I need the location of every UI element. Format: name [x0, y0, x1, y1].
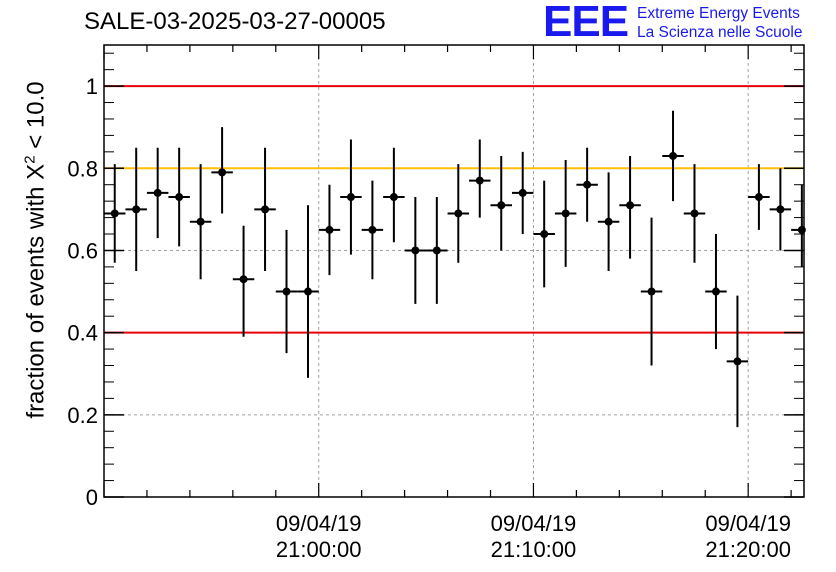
data-point: [261, 205, 270, 214]
y-axis-label-suffix: < 10.0: [22, 81, 50, 156]
data-point-group: [318, 184, 341, 276]
y-axis-label: fraction of events with X2 < 10.0: [22, 81, 51, 418]
data-point: [196, 217, 205, 226]
data-point-group: [125, 147, 147, 271]
x-tick-label-date: 09/04/19: [276, 511, 362, 536]
y-axis-label-sup: 2: [21, 155, 39, 164]
data-point: [475, 176, 484, 185]
data-point-group: [146, 147, 169, 239]
y-tick-label: 0.4: [67, 321, 98, 346]
data-point: [346, 193, 355, 202]
run-title: SALE-03-2025-03-27-00005: [84, 8, 386, 35]
data-point-group: [404, 197, 427, 304]
data-point: [282, 287, 291, 296]
data-point: [389, 193, 398, 202]
y-axis-label-prefix: fraction of events with X: [22, 163, 50, 419]
data-point: [303, 287, 312, 296]
plot-frame: [103, 44, 805, 498]
y-tick-label: 0: [86, 485, 98, 510]
x-tick-label-time: 21:00:00: [276, 537, 362, 562]
data-point: [540, 230, 549, 239]
data-point: [669, 151, 678, 160]
data-point: [153, 188, 162, 197]
data-point: [432, 246, 441, 255]
x-tick-label-time: 21:10:00: [491, 537, 577, 562]
data-point-group: [511, 151, 534, 235]
data-point-group: [189, 164, 212, 280]
data-point-group: [447, 164, 470, 263]
y-tick-label: 0.8: [67, 156, 98, 181]
logo-line-1: Extreme Energy Events: [637, 5, 800, 22]
logo-text: Extreme Energy Events La Scienza nelle S…: [637, 4, 802, 42]
data-point-group: [640, 217, 663, 366]
data-point-group: [469, 139, 491, 218]
data-point: [776, 205, 785, 214]
data-point-group: [104, 164, 126, 263]
data-point-group: [533, 180, 555, 288]
data-point: [218, 168, 227, 177]
grid-lines: [104, 45, 804, 497]
y-tick-label: 0.6: [67, 238, 98, 263]
data-point-group: [168, 147, 190, 247]
data-point-group: [683, 164, 706, 263]
data-point-group: [340, 139, 362, 255]
x-tick-label-time: 21:20:00: [705, 537, 791, 562]
logo-mark: EEE: [543, 0, 629, 46]
data-point: [239, 275, 248, 284]
data-point-group: [490, 155, 512, 251]
data-point-group: [748, 164, 770, 230]
data-point-group: [383, 147, 405, 243]
data-point-group: [619, 155, 641, 259]
data-point: [518, 188, 527, 197]
data-point: [754, 193, 763, 202]
data-point: [368, 225, 377, 234]
data-point: [497, 201, 506, 210]
data-point: [604, 217, 613, 226]
data-point-group: [426, 197, 448, 304]
data-point: [690, 209, 699, 218]
data-point: [583, 180, 592, 189]
data-point: [733, 357, 742, 366]
data-point-group: [576, 147, 598, 222]
data-point: [647, 287, 656, 296]
plot-border: [103, 44, 805, 498]
data-point-group: [769, 168, 792, 251]
data-point: [711, 287, 720, 296]
data-point-group: [211, 127, 233, 214]
data-point: [132, 205, 141, 214]
logo-line-2: La Scienza nelle Scuole: [637, 24, 803, 41]
data-point-group: [554, 160, 577, 267]
x-tick-label-date: 09/04/19: [491, 511, 577, 536]
data-point-group: [726, 295, 749, 428]
data-point-group: [254, 147, 276, 271]
data-point-group: [275, 229, 298, 354]
data-point-group: [297, 205, 319, 378]
data-point: [110, 209, 119, 218]
y-tick-label: 1: [86, 74, 98, 99]
data-point-group: [705, 234, 727, 350]
data-point: [626, 201, 635, 210]
x-axis-ticks: 09/04/1921:00:0009/04/1921:10:0009/04/19…: [103, 45, 792, 562]
y-axis-ticks: 0 0.2 0.4 0.6 0.8 1: [67, 52, 804, 510]
data-point-group: [361, 180, 384, 280]
data-series: [104, 110, 806, 428]
data-point: [561, 209, 570, 218]
y-tick-label: 0.2: [67, 403, 98, 428]
data-point: [411, 246, 420, 255]
data-point: [454, 209, 463, 218]
data-point-group: [662, 110, 684, 202]
data-point: [325, 225, 334, 234]
x-tick-label-date: 09/04/19: [705, 511, 791, 536]
data-point: [175, 193, 184, 202]
eee-logo: EEE Extreme Energy Events La Scienza nel…: [543, 0, 833, 46]
reference-lines: [104, 85, 804, 334]
data-point-group: [232, 225, 255, 337]
data-point-group: [597, 172, 620, 271]
